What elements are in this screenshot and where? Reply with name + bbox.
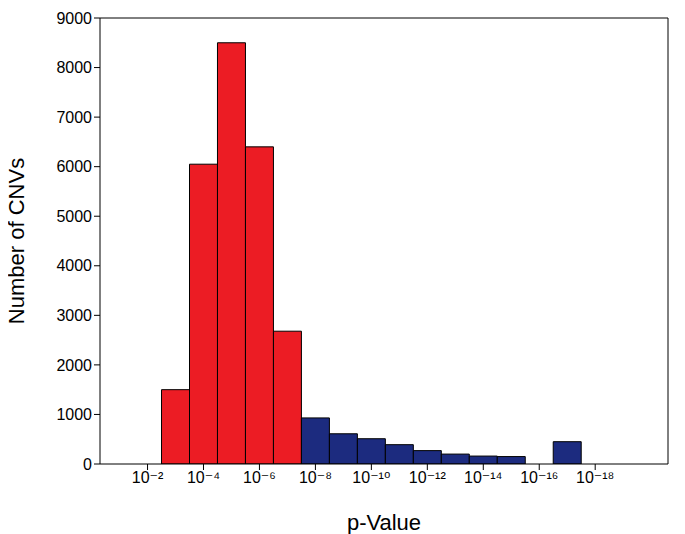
- svg-text:5000: 5000: [56, 208, 92, 225]
- svg-text:7000: 7000: [56, 109, 92, 126]
- svg-text:10⁻¹⁸: 10⁻¹⁸: [576, 469, 614, 486]
- svg-text:10⁻¹²: 10⁻¹²: [409, 469, 447, 486]
- svg-text:Number of CNVs: Number of CNVs: [8, 158, 29, 324]
- svg-text:10⁻¹⁰: 10⁻¹⁰: [352, 469, 390, 486]
- svg-text:9000: 9000: [56, 10, 92, 27]
- svg-text:10⁻⁶: 10⁻⁶: [243, 469, 276, 486]
- svg-text:6000: 6000: [56, 158, 92, 175]
- svg-text:1000: 1000: [56, 406, 92, 423]
- svg-text:p-Value: p-Value: [347, 510, 421, 534]
- svg-text:2000: 2000: [56, 357, 92, 374]
- svg-text:10⁻¹⁴: 10⁻¹⁴: [464, 469, 503, 486]
- svg-text:10⁻⁴: 10⁻⁴: [187, 469, 220, 486]
- svg-text:4000: 4000: [56, 257, 92, 274]
- svg-text:0: 0: [83, 456, 92, 473]
- svg-text:10⁻¹⁶: 10⁻¹⁶: [520, 469, 558, 486]
- svg-text:10⁻²: 10⁻²: [132, 469, 164, 486]
- svg-text:10⁻⁸: 10⁻⁸: [299, 469, 332, 486]
- svg-text:3000: 3000: [56, 307, 92, 324]
- svg-text:8000: 8000: [56, 59, 92, 76]
